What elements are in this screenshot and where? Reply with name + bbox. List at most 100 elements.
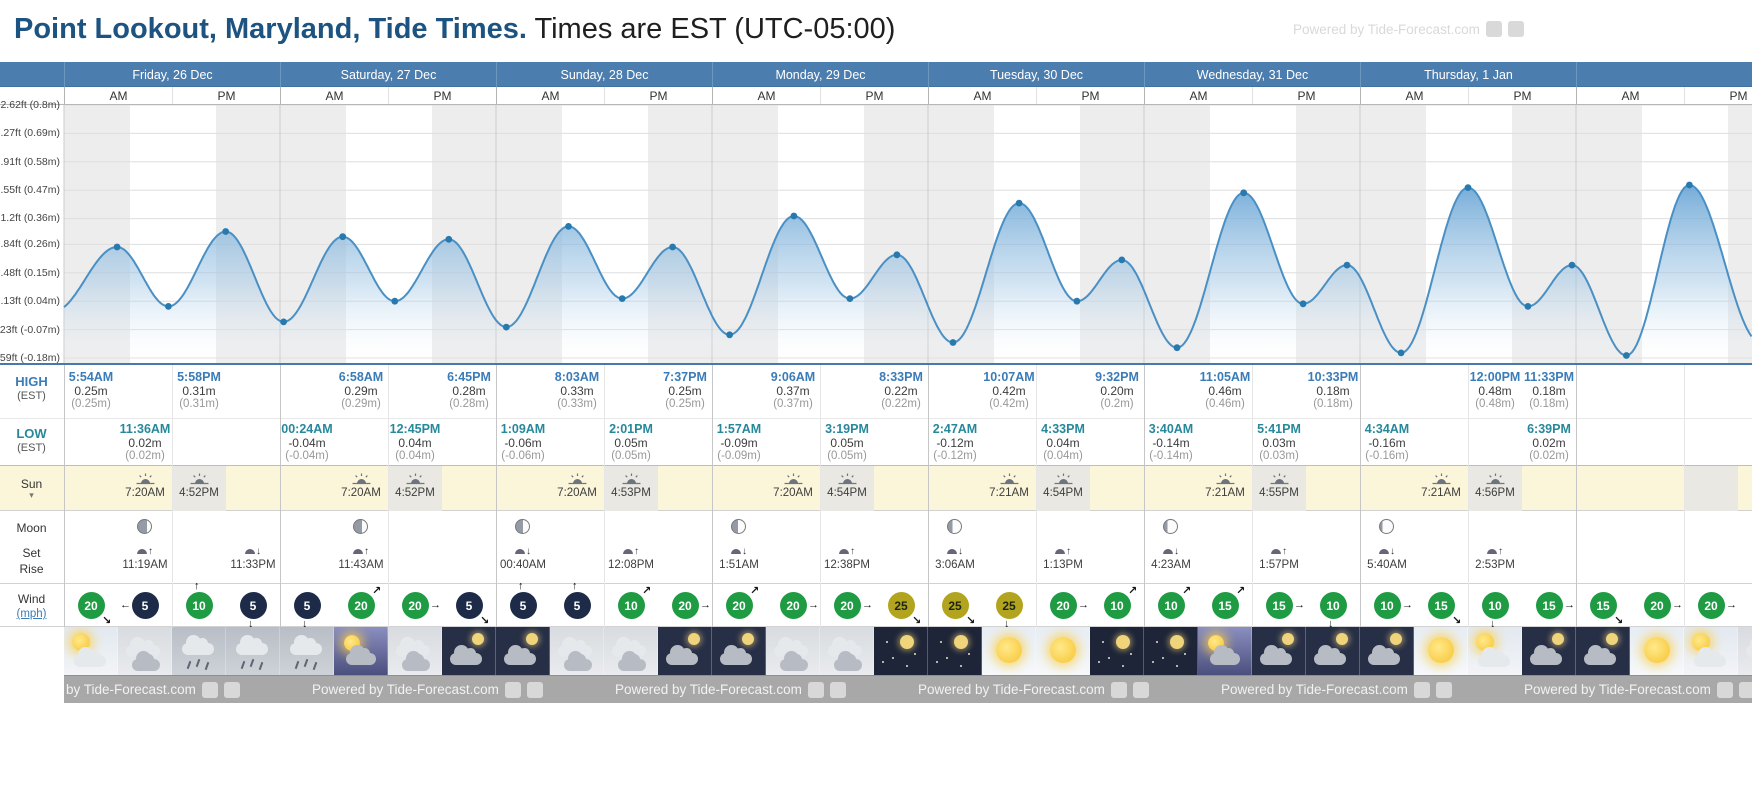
- tide-height-paren: (0.28m): [449, 398, 489, 411]
- sunrise-entry: 7:20AM: [753, 472, 833, 499]
- y-axis-tick: 2.27ft (0.69m): [0, 127, 60, 139]
- tide-time: 1:57AM: [716, 422, 762, 436]
- sunrise-entry: 7:21AM: [1401, 472, 1481, 499]
- halfday-divider: [604, 466, 605, 511]
- halfday-divider: [604, 419, 605, 466]
- tide-curve-svg: [63, 105, 1752, 365]
- tide-height-paren: (-0.12m): [933, 450, 977, 463]
- watermark-badge-icon: [1485, 21, 1502, 37]
- sun-time: 7:21AM: [1421, 487, 1461, 499]
- tide-height-paren: (-0.06m): [501, 450, 545, 463]
- tide-height-m: 0.37m: [776, 383, 810, 398]
- wind-direction-arrow: →: [862, 598, 873, 611]
- moon-time: 11:19AM: [122, 559, 168, 571]
- low-row-label: LOW (EST): [0, 426, 63, 456]
- tide-height-m: 0.04m: [1046, 435, 1080, 450]
- low-tide-entry: 2:01PM 0.05m (0.05m): [577, 422, 685, 464]
- wind-speed-badge: 5: [455, 592, 483, 619]
- weather-night-clear-icon: [1090, 627, 1144, 675]
- tide-time: 4:33PM: [1041, 422, 1085, 436]
- high-tide-entry: 11:33PM 0.18m (0.18m): [1495, 370, 1603, 412]
- weather-night-cloud-icon: [1576, 627, 1630, 675]
- sun-time: 7:21AM: [1205, 487, 1245, 499]
- sunset-icon: [807, 472, 887, 485]
- high-label: HIGH: [15, 374, 48, 389]
- watermark-badge-icon: [526, 681, 543, 698]
- tide-height-paren: (0.18m): [1313, 398, 1353, 411]
- wind-speed-badge: 10: [185, 592, 213, 619]
- tide-height-m: 0.25m: [74, 383, 108, 398]
- halfday-divider: [1252, 511, 1253, 584]
- low-tide-entry: 6:39PM 0.02m (0.02m): [1495, 422, 1603, 464]
- est-label: (EST): [17, 442, 46, 455]
- tide-height-m: 0.25m: [668, 383, 702, 398]
- tide-height-m: -0.06m: [504, 435, 542, 450]
- watermark-text: Powered by Tide-Forecast.com: [1524, 682, 1711, 697]
- wind-speed-badge: 15: [1265, 592, 1293, 619]
- sunset-shaded-cell: [1684, 466, 1738, 511]
- sun-row-toggle[interactable]: Sun ▾: [0, 477, 63, 500]
- moonrise-icon: ↑: [1478, 543, 1512, 561]
- halfday-divider: [604, 365, 605, 419]
- weather-cloudy-icon: [820, 627, 874, 675]
- sunset-icon: [1455, 472, 1535, 485]
- sunset-entry: 4:54PM: [807, 472, 887, 499]
- low-tide-entry: 1:57AM -0.09m (-0.09m): [685, 422, 793, 464]
- weather-sunny-icon: [1630, 627, 1684, 675]
- tide-time: 1:09AM: [500, 422, 546, 436]
- moon-phase-icon: [731, 519, 746, 534]
- day-divider: [1576, 511, 1577, 584]
- wind-speed-badge: 20: [77, 592, 105, 619]
- sun-time: 7:20AM: [557, 487, 597, 499]
- ampm-label-am: AM: [712, 87, 820, 104]
- weather-night-clear-icon: [928, 627, 982, 675]
- high-tide-entry: 6:58AM 0.29m (0.29m): [307, 370, 415, 412]
- wind-speed-badge: 15: [1427, 592, 1455, 619]
- bottom-watermark: Powered by Tide-Forecast.com: [1221, 676, 1452, 703]
- wind-speed-badge: 10: [1157, 592, 1185, 619]
- wind-speed-badge: 5: [293, 592, 321, 619]
- wind-direction-arrow: ↘: [1452, 614, 1462, 627]
- tide-height-m: -0.14m: [1152, 435, 1190, 450]
- day-divider: [712, 419, 713, 466]
- wind-direction-arrow: ↘: [912, 614, 922, 627]
- watermark-text: Powered by Tide-Forecast.com: [312, 682, 499, 697]
- high-tide-entry: 8:03AM 0.33m (0.33m): [523, 370, 631, 412]
- day-divider: [280, 419, 281, 466]
- wind-direction-arrow: →: [1726, 598, 1737, 611]
- moon-time: 5:40AM: [1367, 559, 1407, 571]
- ampm-label-pm: PM: [1468, 87, 1576, 104]
- low-label: LOW: [16, 426, 47, 441]
- tide-height-m: 0.48m: [1478, 383, 1512, 398]
- moonrise-icon: ↑: [128, 543, 162, 561]
- wind-unit-link[interactable]: (mph): [16, 608, 47, 620]
- tide-height-paren: (0.04m): [1043, 450, 1083, 463]
- day-divider: [1144, 466, 1145, 511]
- y-axis-tick: 0.48ft (0.15m): [0, 267, 60, 279]
- high-tide-entry: 8:33PM 0.22m (0.22m): [847, 370, 955, 412]
- halfday-divider: [820, 466, 821, 511]
- sunset-entry: 4:54PM: [1023, 472, 1103, 499]
- moon-time: 1:51AM: [719, 559, 759, 571]
- halfday-divider: [1036, 584, 1037, 627]
- tide-height-m: 0.42m: [992, 383, 1026, 398]
- wind-speed-badge: 25: [995, 592, 1023, 619]
- wind-label: Wind: [17, 592, 46, 606]
- est-label: (EST): [17, 390, 46, 403]
- halfday-divider: [1468, 365, 1469, 419]
- low-tide-entry: 00:24AM -0.04m (-0.04m): [253, 422, 361, 464]
- sunset-entry: 4:53PM: [591, 472, 671, 499]
- tide-time: 6:39PM: [1527, 422, 1571, 436]
- tide-height-m: 0.28m: [452, 383, 486, 398]
- tide-time: 2:01PM: [609, 422, 653, 436]
- y-axis-tick: 1.91ft (0.58m): [0, 156, 60, 168]
- weather-cloudy-icon: [388, 627, 442, 675]
- tide-height-m: -0.04m: [288, 435, 326, 450]
- wind-row: 20 ↘ 5 ← 10 ↑ 5 ↓ 5 ↓ 20 ↗ 20 → 5 ↘ 5 ↑ 5 ↑ 10 ↗ 20 → 20 ↗ 20 → 20 → 2…: [0, 580, 1752, 630]
- wind-speed-badge: 20: [1697, 592, 1725, 619]
- wind-speed-badge: 5: [131, 592, 159, 619]
- sunset-icon: [1239, 472, 1319, 485]
- sunset-entry: 4:55PM: [1239, 472, 1319, 499]
- weather-night-cloud-icon: [712, 627, 766, 675]
- wind-speed-badge: 20: [725, 592, 753, 619]
